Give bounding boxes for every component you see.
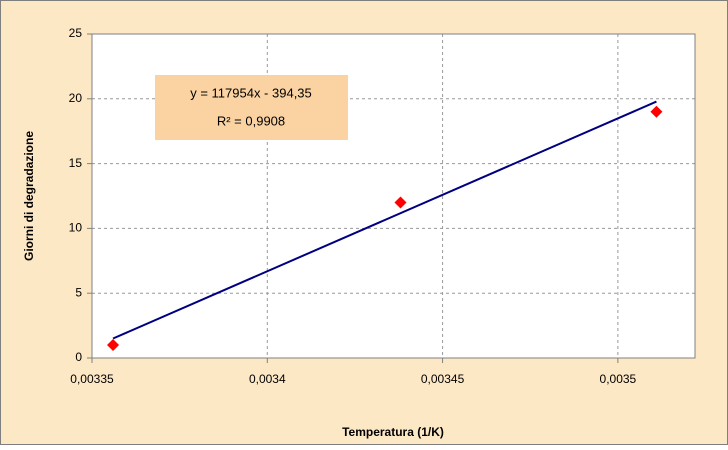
y-tick-label: 15 <box>69 156 83 170</box>
y-axis-label: Giorni di degradazione <box>22 131 36 261</box>
point <box>394 196 407 209</box>
y-tick-label: 20 <box>69 91 83 105</box>
y-tick-label: 25 <box>69 26 83 40</box>
x-axis-label: Temperatura (1/K) <box>342 425 444 439</box>
equation: y = 117954x - 394,35 <box>190 85 312 100</box>
x-tick-label: 0,0034 <box>249 372 286 386</box>
trendline <box>112 100 657 340</box>
y-tick-label: 5 <box>75 285 82 299</box>
annotation-box <box>155 75 348 140</box>
y-tick-label: 0 <box>75 350 82 364</box>
r-squared: R² = 0,9908 <box>217 113 285 128</box>
x-tick-label: 0,00345 <box>421 372 465 386</box>
x-tick-label: 0,0035 <box>600 372 637 386</box>
point <box>107 339 120 352</box>
plot-border <box>91 33 696 359</box>
x-tick-label: 0,00335 <box>70 372 114 386</box>
y-tick-label: 10 <box>69 221 83 235</box>
point <box>650 105 663 118</box>
